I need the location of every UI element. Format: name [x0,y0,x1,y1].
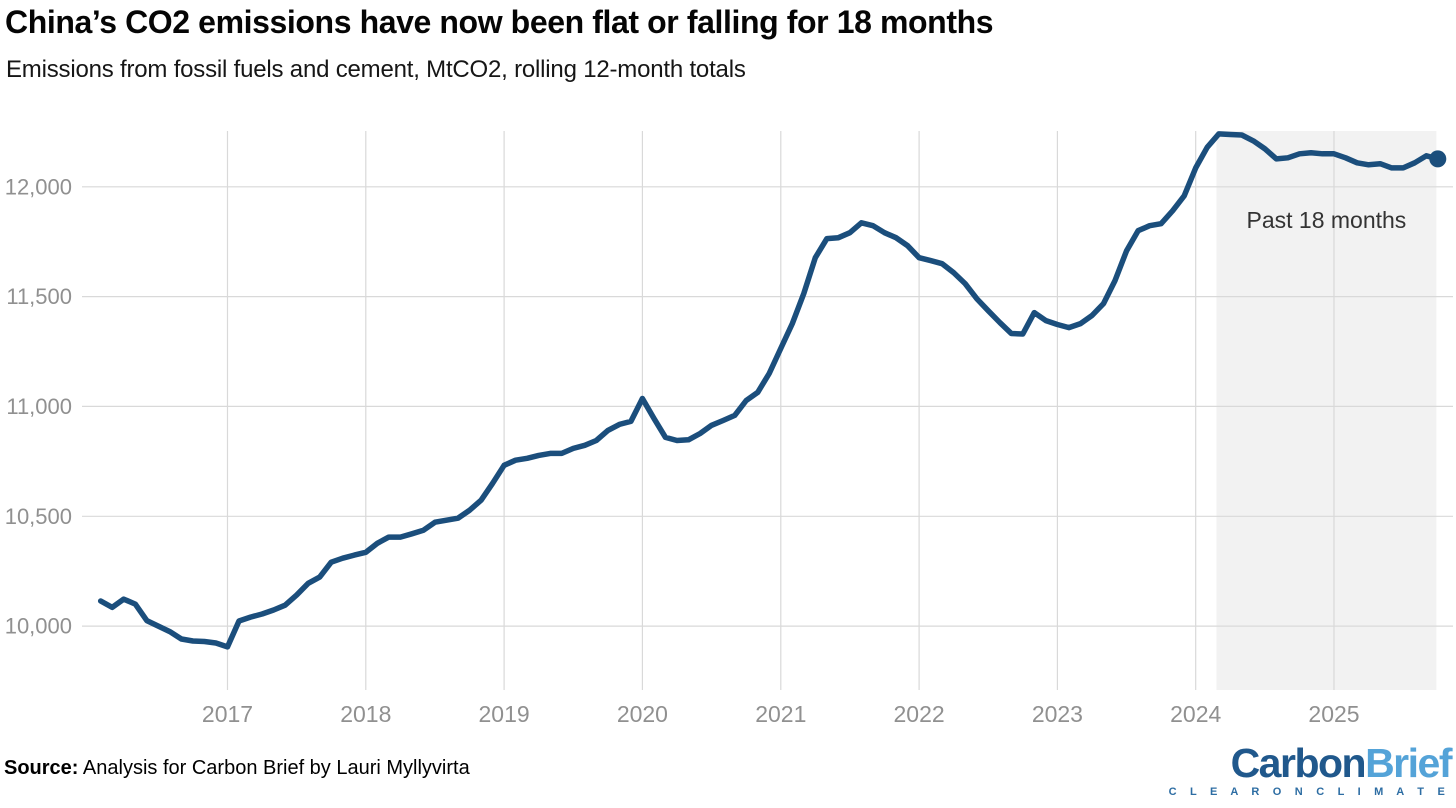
latest-point-marker [1429,150,1447,168]
source-text: Analysis for Carbon Brief by Lauri Mylly… [82,757,470,779]
y-tick-label: 11,000 [6,394,72,419]
source-label: Source: [4,757,79,779]
x-tick-label: 2017 [202,701,253,727]
y-tick-label: 10,000 [5,614,72,639]
chart-title: China’s CO2 emissions have now been flat… [5,4,994,40]
x-tick-label: 2025 [1308,701,1359,727]
logo-wordmark: CarbonBrief [1169,740,1453,786]
past-18-months-band [1216,131,1437,690]
carbonbrief-logo: CarbonBrief C L E A R O N C L I M A T E [1168,740,1453,798]
source-note: Source: Analysis for Carbon Brief by Lau… [4,757,470,780]
x-tick-label: 2021 [755,701,806,727]
emissions-line [97,131,1441,650]
y-tick-label: 10,500 [5,504,72,529]
logo-brief: Brief [1365,740,1452,786]
logo-tagline: C L E A R O N C L I M A T E [1168,786,1450,798]
x-tick-label: 2019 [479,701,530,727]
x-tick-label: 2018 [340,701,391,727]
x-tick-label: 2024 [1170,701,1221,727]
x-tick-label: 2020 [617,701,668,727]
logo-carbon: Carbon [1230,740,1367,786]
x-tick-label: 2022 [894,701,945,727]
band-label: Past 18 months [1246,207,1406,233]
x-tick-label: 2023 [1032,701,1083,727]
y-tick-label: 11,500 [6,284,72,309]
y-tick-label: 12,000 [5,174,72,199]
chart-subtitle: Emissions from fossil fuels and cement, … [6,56,746,83]
